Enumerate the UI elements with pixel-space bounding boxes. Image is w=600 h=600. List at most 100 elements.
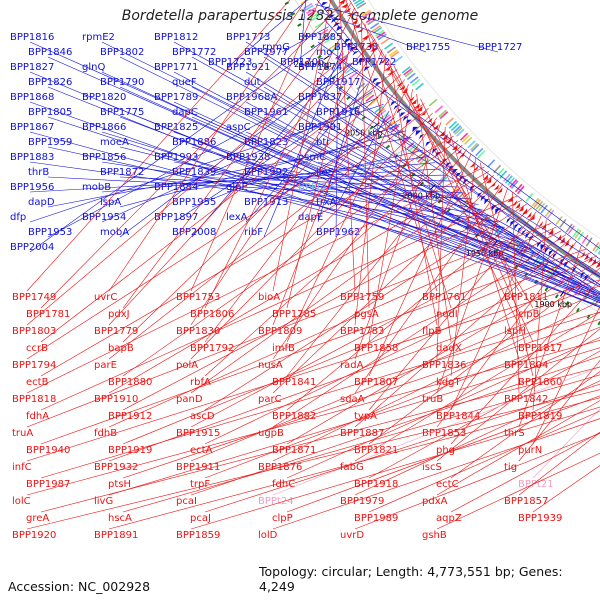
minus-gene-label: BPP1920 — [12, 530, 56, 541]
plus-gene-label: BPP1962 — [316, 227, 360, 238]
minus-gene-label: BPP1887 — [340, 428, 384, 439]
minus-gene-label: ectC — [436, 479, 459, 490]
plus-strand-feature — [572, 266, 577, 274]
cog-band-mark-outer — [306, 7, 316, 15]
minus-label-leader — [450, 371, 600, 479]
plus-gene-label: BPP1812 — [154, 32, 198, 43]
minus-label-leader — [532, 305, 600, 445]
minus-gene-label: BPP1792 — [190, 343, 234, 354]
plus-gene-label: BPP1826 — [28, 77, 72, 88]
genome-backbone — [328, 0, 600, 279]
minus-gene-label: livG — [94, 496, 113, 507]
plus-gene-label: BPP1755 — [406, 42, 450, 53]
plus-strand-feature — [415, 130, 422, 136]
minus-strand-feature — [507, 196, 513, 203]
minus-gene-label: ptsH — [108, 479, 131, 490]
minus-label-leader — [26, 389, 600, 530]
minus-label-leader — [26, 103, 425, 360]
cog-band-mark-inner — [533, 199, 541, 208]
minus-label-leader — [108, 170, 490, 394]
minus-gene-label: BPP1841 — [272, 377, 316, 388]
plus-label-leader — [101, 131, 567, 275]
cog-band-mark-inner — [380, 37, 390, 45]
cog-band-mark-inner — [546, 209, 555, 219]
minus-label-leader — [272, 300, 600, 462]
cog-band-mark-inner — [452, 125, 462, 134]
plus-label-leader — [245, 71, 600, 288]
minus-strand-feature — [429, 121, 436, 127]
plus-strand-feature — [513, 223, 519, 230]
gc-skew-mark — [303, 33, 309, 38]
minus-label-leader — [512, 191, 520, 394]
plus-strand-feature — [455, 172, 462, 178]
cog-band-mark-inner — [390, 50, 400, 59]
cog-band-mark-inner — [415, 82, 424, 91]
cog-band-mark-inner — [535, 200, 544, 210]
plus-label-leader — [335, 86, 600, 286]
cog-band-mark-inner — [487, 159, 496, 168]
minus-label-leader — [272, 418, 600, 530]
minus-label-leader — [26, 0, 291, 292]
gc-skew-mark — [565, 301, 570, 306]
cog-band-mark-inner — [477, 149, 486, 159]
cog-band-mark-inner — [448, 120, 458, 129]
cog-band-mark-inner — [496, 167, 505, 177]
plus-label-leader — [191, 86, 600, 299]
minus-label-leader — [339, 0, 356, 292]
minus-label-leader — [286, 207, 532, 411]
minus-strand-feature — [338, 0, 346, 4]
plus-gene-label: BPP2004 — [10, 242, 54, 253]
cog-band-mark-outer — [574, 285, 582, 295]
minus-label-leader — [368, 410, 600, 513]
minus-label-leader — [272, 117, 438, 360]
minus-label-leader — [122, 2, 352, 309]
minus-gene-label: truB — [422, 394, 443, 405]
cog-band-mark-inner — [574, 229, 582, 239]
minus-gene-label: BPP1919 — [108, 445, 152, 456]
plus-label-leader — [173, 156, 430, 193]
plus-strand-feature — [418, 134, 425, 140]
plus-label-leader — [227, 0, 308, 68]
minus-gene-label: BPPt24 — [258, 496, 294, 507]
cog-band-mark-inner — [354, 0, 363, 5]
cog-band-mark-inner — [428, 98, 438, 107]
plus-label-leader — [119, 176, 466, 194]
cog-band-mark-inner — [461, 134, 471, 143]
minus-strand-feature — [420, 110, 427, 116]
plus-gene-label: dapC — [172, 107, 198, 118]
minus-gene-label: imfB — [272, 343, 295, 354]
cog-band-mark-inner — [475, 147, 484, 157]
plus-label-leader — [29, 33, 334, 253]
minus-gene-label: ectB — [26, 377, 49, 388]
cog-band-mark-inner — [374, 29, 385, 37]
minus-strand-feature — [583, 253, 589, 261]
plus-strand-feature — [521, 229, 527, 236]
plus-label-leader — [317, 71, 600, 278]
plus-gene-label: aspC — [226, 122, 251, 133]
plus-gene-label: BPP1913 — [244, 197, 288, 208]
gc-skew-mark — [310, 44, 315, 49]
minus-label-leader — [122, 318, 600, 479]
minus-label-leader — [286, 395, 600, 513]
cog-band-mark-inner — [469, 142, 479, 151]
plus-gene-label: BPP1897 — [154, 212, 198, 223]
minus-strand-feature — [469, 161, 476, 168]
minus-gene-label: truA — [12, 428, 33, 439]
plus-label-leader — [263, 116, 589, 289]
minus-strand-feature — [341, 3, 349, 8]
minus-gene-label: clpP — [272, 513, 293, 524]
minus-label-leader — [436, 241, 577, 428]
minus-gene-label: uvrD — [340, 530, 364, 541]
minus-gene-label: BPP1809 — [258, 326, 302, 337]
minus-strand-feature — [580, 251, 585, 258]
plus-label-leader — [317, 76, 363, 223]
gc-skew-mark — [575, 307, 580, 313]
minus-gene-label: clpB — [518, 309, 540, 320]
minus-label-leader — [354, 433, 600, 530]
plus-label-leader — [47, 56, 600, 301]
minus-label-leader — [450, 279, 600, 445]
minus-label-leader — [272, 179, 499, 394]
minus-gene-label: trpF — [190, 479, 210, 490]
